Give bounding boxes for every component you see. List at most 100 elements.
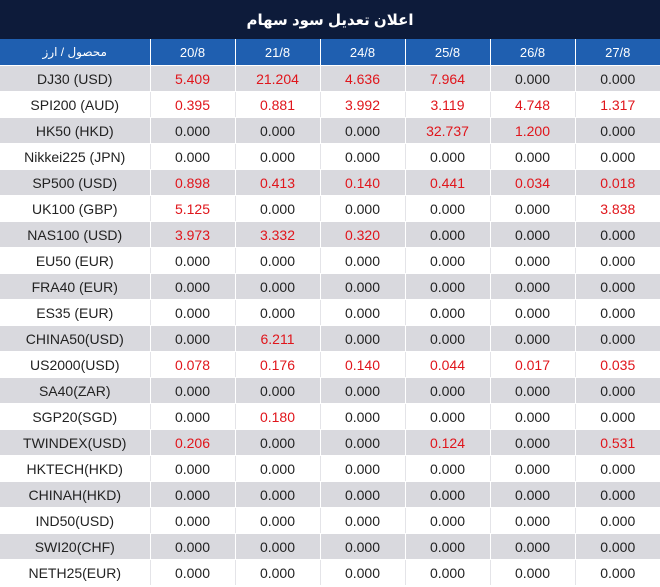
table-row: CHINAH(HKD) 0.000 0.000 0.000 0.000 0.000 0.00… bbox=[0, 481, 660, 508]
table-body: DJ30 (USD) 5.409 21.204 4.636 7.964 0.000 0.00… bbox=[0, 65, 660, 586]
cell-value: 0.000 bbox=[574, 221, 660, 248]
table-row: EU50 (EUR) 0.000 0.000 0.000 0.000 0.000 0.000 bbox=[0, 247, 660, 274]
cell-value: 0.000 bbox=[319, 559, 405, 586]
cell-value: 0.206 bbox=[149, 429, 235, 456]
row-symbol: SGP20(SGD) bbox=[0, 403, 150, 430]
cell-value: 0.000 bbox=[574, 247, 660, 274]
table-row: NETH25(EUR) 0.000 0.000 0.000 0.000 0.000 0.00… bbox=[0, 559, 660, 586]
table-row: Nikkei225 (JPN) 0.000 0.000 0.000 0.000 0.000… bbox=[0, 143, 660, 170]
cell-value: 3.838 bbox=[574, 195, 660, 222]
cell-value: 0.000 bbox=[319, 195, 405, 222]
table-row: SWI20(CHF) 0.000 0.000 0.000 0.000 0.000 0.000 bbox=[0, 533, 660, 560]
row-symbol: SP500 (USD) bbox=[0, 169, 150, 196]
cell-value: 0.000 bbox=[234, 533, 320, 560]
table-row: TWINDEX(USD) 0.206 0.000 0.000 0.124 0.000 0.5… bbox=[0, 429, 660, 456]
cell-value: 0.320 bbox=[319, 221, 405, 248]
corner-header: محصول / ارز bbox=[0, 39, 150, 66]
cell-value: 0.000 bbox=[489, 403, 575, 430]
cell-value: 0.000 bbox=[149, 273, 235, 300]
cell-value: 3.119 bbox=[404, 91, 490, 118]
table-row: ES35 (EUR) 0.000 0.000 0.000 0.000 0.000 0.000 bbox=[0, 299, 660, 326]
cell-value: 3.992 bbox=[319, 91, 405, 118]
table-row: SP500 (USD) 0.898 0.413 0.140 0.441 0.034 0.01… bbox=[0, 169, 660, 196]
cell-value: 0.000 bbox=[234, 429, 320, 456]
column-header: 25/8 bbox=[404, 39, 490, 66]
cell-value: 0.000 bbox=[234, 143, 320, 170]
cell-value: 0.000 bbox=[574, 559, 660, 586]
cell-value: 0.000 bbox=[404, 143, 490, 170]
cell-value: 0.000 bbox=[489, 429, 575, 456]
cell-value: 0.000 bbox=[489, 559, 575, 586]
cell-value: 0.000 bbox=[234, 195, 320, 222]
column-header: 21/8 bbox=[234, 39, 320, 66]
cell-value: 0.176 bbox=[234, 351, 320, 378]
cell-value: 0.000 bbox=[319, 429, 405, 456]
cell-value: 21.204 bbox=[234, 65, 320, 92]
cell-value: 0.000 bbox=[404, 481, 490, 508]
cell-value: 0.000 bbox=[489, 533, 575, 560]
cell-value: 5.409 bbox=[149, 65, 235, 92]
cell-value: 0.140 bbox=[319, 169, 405, 196]
row-symbol: NETH25(EUR) bbox=[0, 559, 150, 586]
cell-value: 0.000 bbox=[149, 247, 235, 274]
cell-value: 0.000 bbox=[489, 481, 575, 508]
cell-value: 0.000 bbox=[234, 117, 320, 144]
cell-value: 0.000 bbox=[319, 325, 405, 352]
table-row: SA40(ZAR) 0.000 0.000 0.000 0.000 0.000 0.000 bbox=[0, 377, 660, 404]
cell-value: 0.898 bbox=[149, 169, 235, 196]
table-row: HKTECH(HKD) 0.000 0.000 0.000 0.000 0.000 0.00… bbox=[0, 455, 660, 482]
table-row: HK50 (HKD) 0.000 0.000 0.000 32.737 1.200 0.00… bbox=[0, 117, 660, 144]
cell-value: 0.000 bbox=[404, 403, 490, 430]
table-row: CHINA50(USD) 0.000 6.211 0.000 0.000 0.000 0.0… bbox=[0, 325, 660, 352]
cell-value: 0.000 bbox=[489, 377, 575, 404]
cell-value: 0.000 bbox=[319, 455, 405, 482]
cell-value: 0.000 bbox=[319, 247, 405, 274]
cell-value: 0.000 bbox=[489, 299, 575, 326]
cell-value: 0.034 bbox=[489, 169, 575, 196]
row-symbol: CHINAH(HKD) bbox=[0, 481, 150, 508]
cell-value: 0.000 bbox=[404, 377, 490, 404]
row-symbol: US2000(USD) bbox=[0, 351, 150, 378]
cell-value: 0.000 bbox=[404, 299, 490, 326]
cell-value: 0.000 bbox=[234, 481, 320, 508]
cell-value: 0.000 bbox=[489, 247, 575, 274]
cell-value: 0.000 bbox=[574, 403, 660, 430]
cell-value: 0.000 bbox=[404, 455, 490, 482]
cell-value: 0.000 bbox=[489, 195, 575, 222]
column-header: 26/8 bbox=[489, 39, 575, 66]
row-symbol: HKTECH(HKD) bbox=[0, 455, 150, 482]
cell-value: 0.413 bbox=[234, 169, 320, 196]
cell-value: 0.441 bbox=[404, 169, 490, 196]
row-symbol: SA40(ZAR) bbox=[0, 377, 150, 404]
cell-value: 0.000 bbox=[319, 403, 405, 430]
table-row: SGP20(SGD) 0.000 0.180 0.000 0.000 0.000 0.000 bbox=[0, 403, 660, 430]
row-symbol: SWI20(CHF) bbox=[0, 533, 150, 560]
cell-value: 0.395 bbox=[149, 91, 235, 118]
row-symbol: UK100 (GBP) bbox=[0, 195, 150, 222]
cell-value: 0.000 bbox=[149, 377, 235, 404]
cell-value: 5.125 bbox=[149, 195, 235, 222]
row-symbol: EU50 (EUR) bbox=[0, 247, 150, 274]
cell-value: 0.000 bbox=[574, 273, 660, 300]
cell-value: 0.000 bbox=[404, 559, 490, 586]
row-symbol: ES35 (EUR) bbox=[0, 299, 150, 326]
cell-value: 0.000 bbox=[404, 195, 490, 222]
cell-value: 0.000 bbox=[149, 507, 235, 534]
cell-value: 4.748 bbox=[489, 91, 575, 118]
row-symbol: CHINA50(USD) bbox=[0, 325, 150, 352]
cell-value: 0.000 bbox=[574, 65, 660, 92]
cell-value: 0.017 bbox=[489, 351, 575, 378]
cell-value: 0.000 bbox=[319, 273, 405, 300]
cell-value: 0.000 bbox=[319, 481, 405, 508]
cell-value: 0.000 bbox=[574, 533, 660, 560]
table-row: DJ30 (USD) 5.409 21.204 4.636 7.964 0.000 0.00… bbox=[0, 65, 660, 92]
cell-value: 0.000 bbox=[574, 325, 660, 352]
cell-value: 0.000 bbox=[234, 299, 320, 326]
cell-value: 0.000 bbox=[149, 325, 235, 352]
cell-value: 0.000 bbox=[149, 481, 235, 508]
dividend-table: محصول / ارز 20/8 21/8 24/8 25/8 26/8 27/… bbox=[0, 39, 660, 586]
cell-value: 0.000 bbox=[489, 65, 575, 92]
cell-value: 0.000 bbox=[489, 221, 575, 248]
row-symbol: Nikkei225 (JPN) bbox=[0, 143, 150, 170]
cell-value: 0.140 bbox=[319, 351, 405, 378]
